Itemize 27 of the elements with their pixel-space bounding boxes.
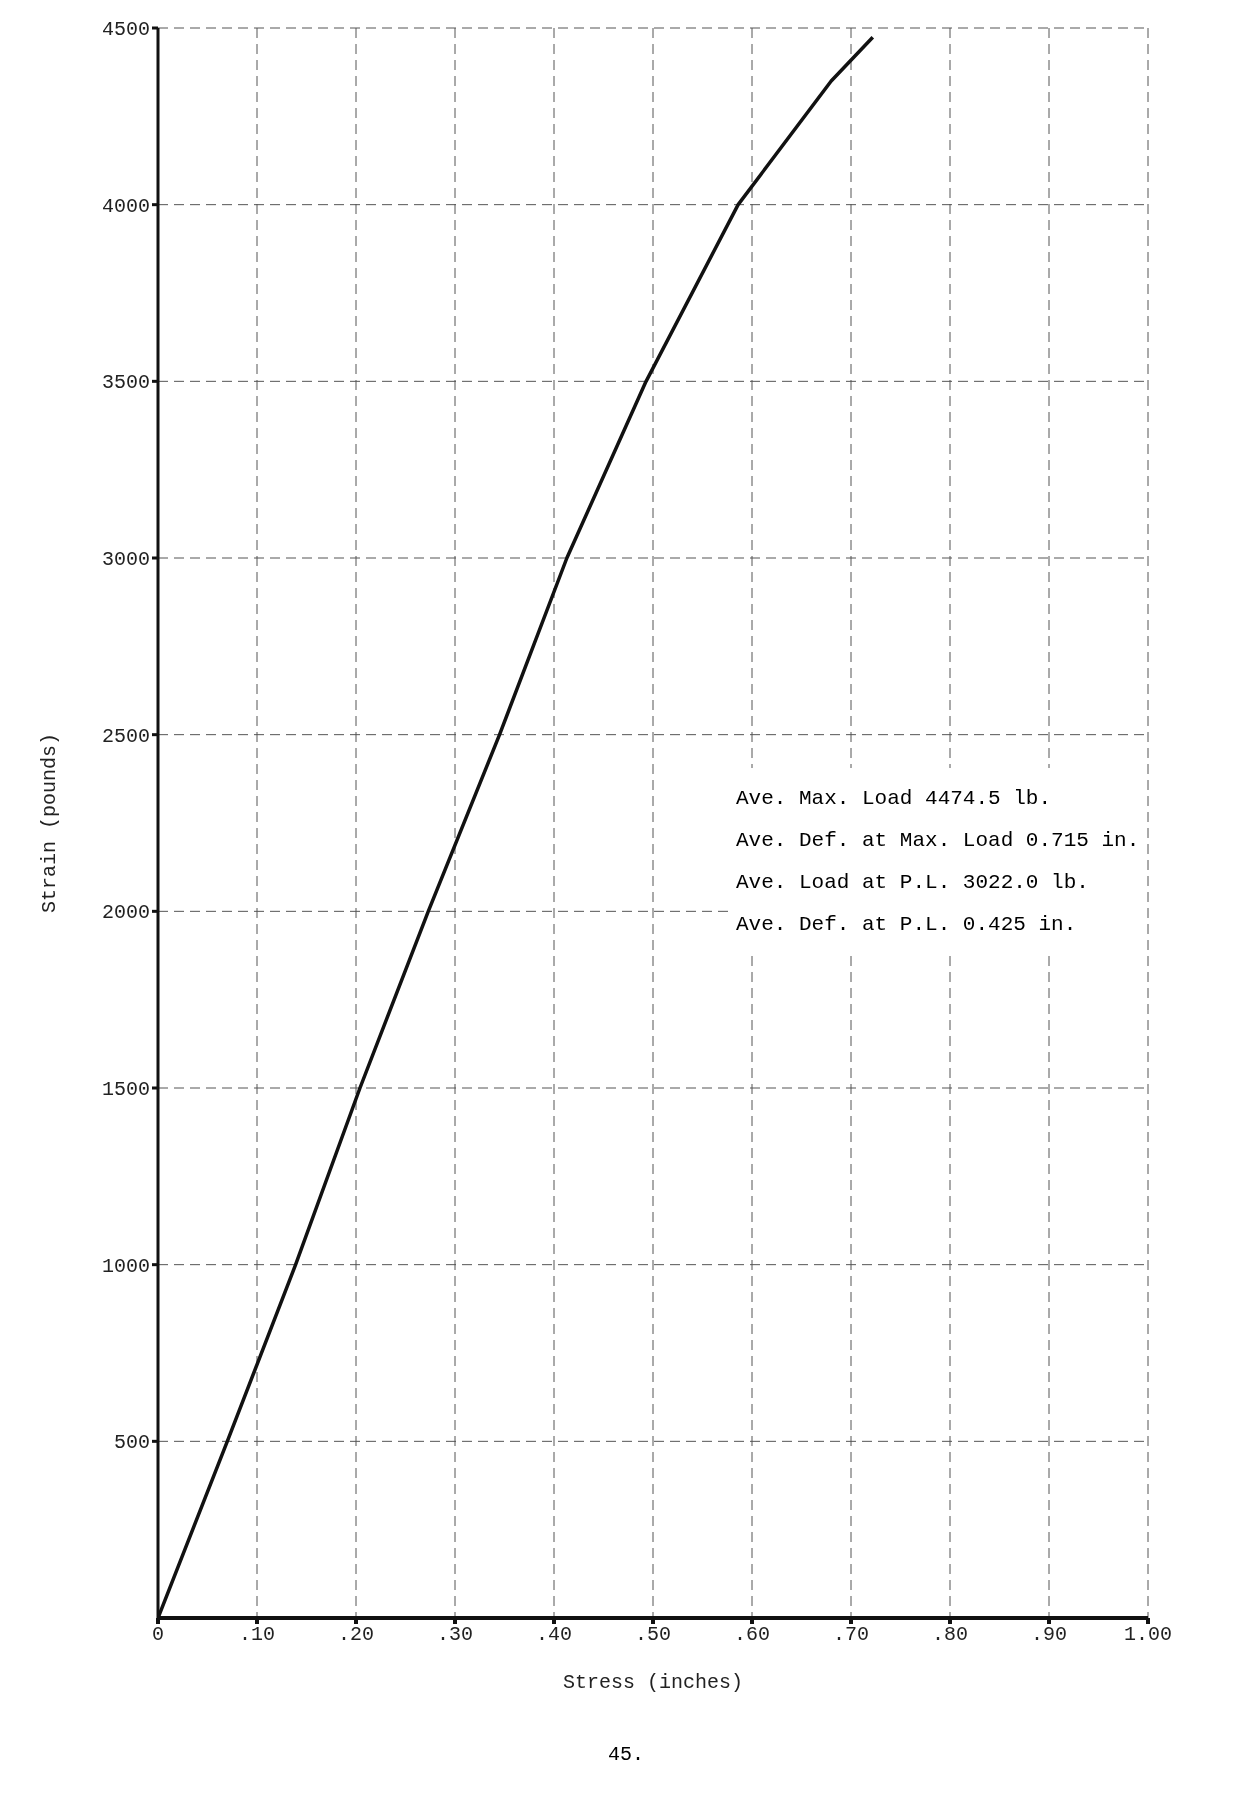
- y-tick-label: 2500: [101, 724, 150, 748]
- y-tick-label: 2000: [101, 901, 150, 925]
- x-tick-label: .70: [832, 1623, 870, 1647]
- y-axis-title: Strain (pounds): [38, 732, 62, 914]
- y-tick-label: 500: [113, 1431, 150, 1455]
- x-tick-label: 1.00: [1123, 1623, 1173, 1647]
- annotation: Ave. Def. at Max. Load 0.715 in.: [736, 828, 1140, 854]
- x-tick-label: .20: [337, 1623, 375, 1647]
- y-tick-label: 3500: [101, 371, 150, 395]
- y-tick-label: 4500: [101, 18, 150, 42]
- text: 45.: [608, 1743, 645, 1766]
- y-tick-label: 3000: [101, 548, 150, 572]
- x-tick-label: .10: [238, 1623, 276, 1647]
- x-tick-label: .50: [634, 1623, 672, 1647]
- x-tick-label: .40: [535, 1623, 573, 1647]
- x-tick-label: .30: [436, 1623, 474, 1647]
- x-tick-label: .90: [1030, 1623, 1068, 1647]
- annotation: Ave. Max. Load 4474.5 lb.: [736, 786, 1053, 812]
- annotation: Ave. Load at P.L. 3022.0 lb.: [736, 870, 1090, 896]
- x-tick-label: .80: [931, 1623, 969, 1647]
- y-tick-label: 4000: [101, 194, 150, 218]
- annotation: Ave. Def. at P.L. 0.425 in.: [736, 912, 1078, 938]
- x-tick-label: .60: [733, 1623, 771, 1647]
- x-axis-title: Stress (inches): [562, 1671, 744, 1694]
- x-tick-label: 0: [151, 1623, 165, 1647]
- y-tick-label: 1500: [101, 1078, 150, 1102]
- y-tick-label: 1000: [101, 1254, 150, 1278]
